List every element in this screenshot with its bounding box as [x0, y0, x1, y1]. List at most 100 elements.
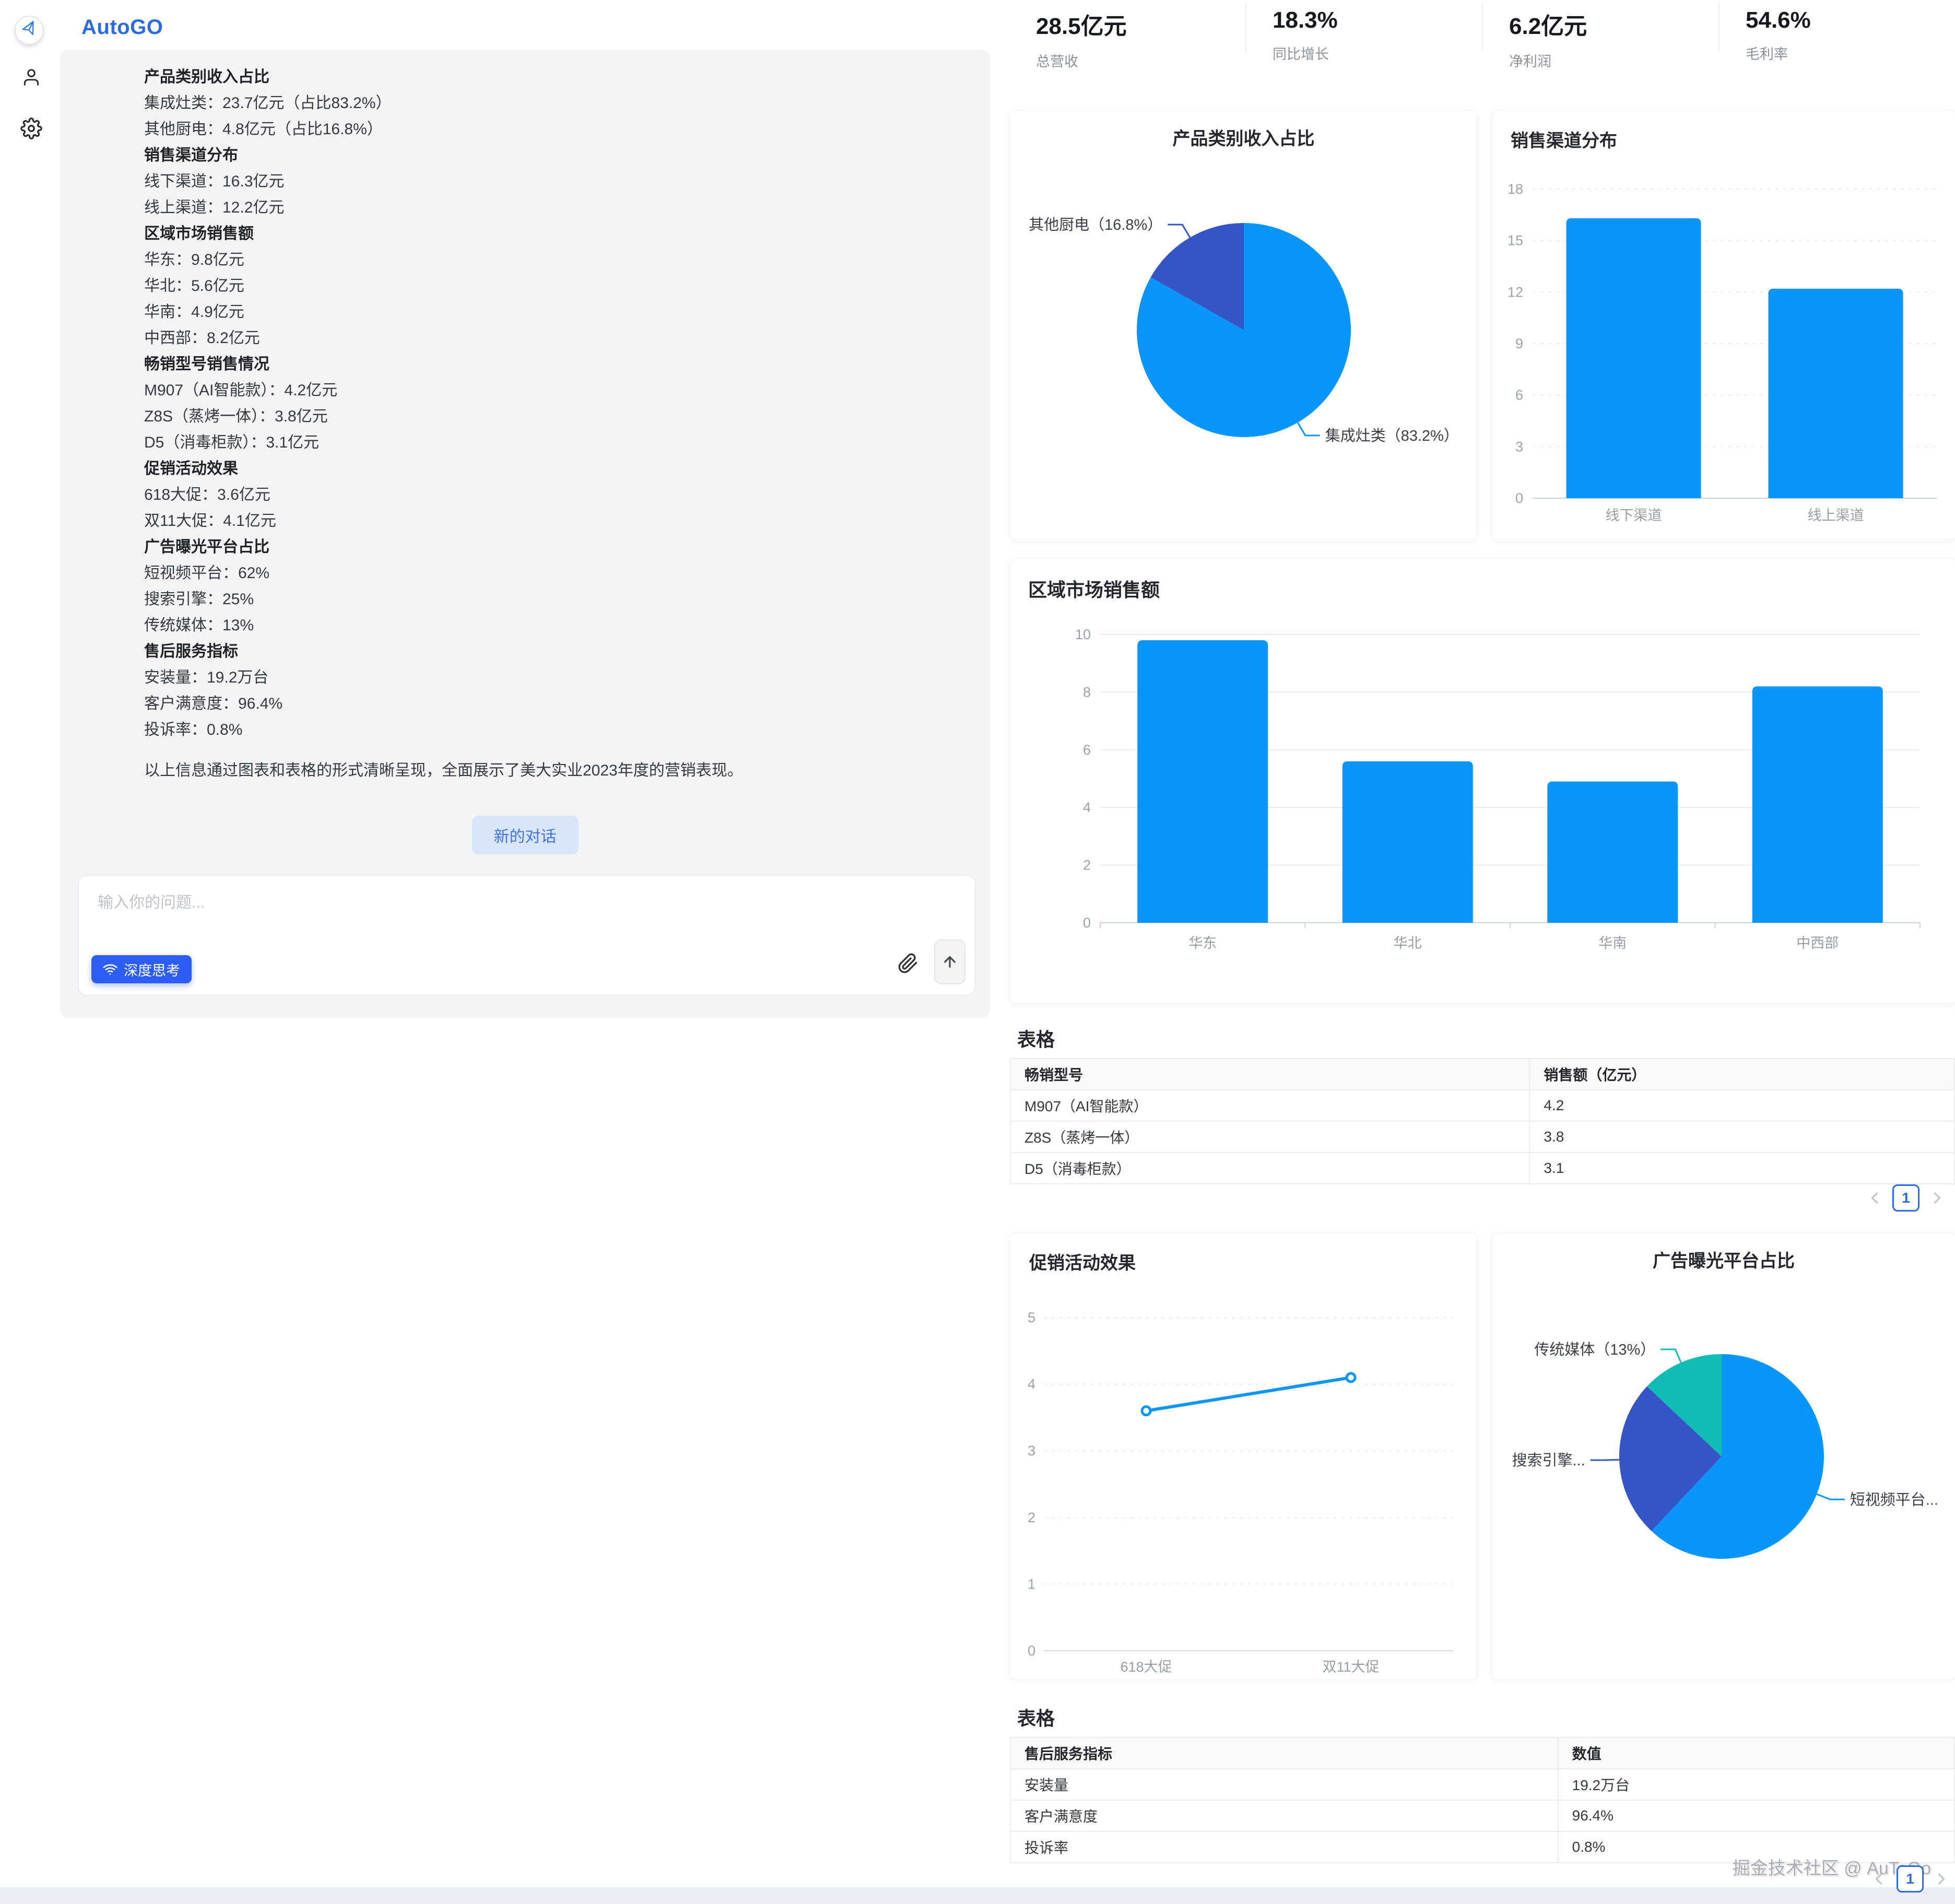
kpi-value: 28.5亿元 — [1036, 14, 1127, 39]
svg-text:4: 4 — [1083, 800, 1091, 815]
svg-text:1: 1 — [1028, 1576, 1035, 1592]
brand-title: AutoGO — [81, 16, 163, 39]
sidebar-item-settings[interactable] — [20, 117, 43, 142]
column-header: 售后服务指标 — [1010, 1737, 1558, 1769]
chat-data-line: 搜索引擎：25% — [144, 591, 254, 608]
svg-text:华北: 华北 — [1394, 935, 1422, 951]
svg-text:8: 8 — [1083, 684, 1091, 700]
kpi-label: 净利润 — [1509, 54, 1551, 69]
column-header: 销售额（亿元） — [1529, 1059, 1954, 1090]
svg-text:9: 9 — [1515, 336, 1523, 351]
table-cell: 投诉率 — [1010, 1831, 1558, 1863]
svg-text:2: 2 — [1028, 1510, 1035, 1525]
table-title: 表格 — [1017, 1029, 1055, 1050]
deep-think-label: 深度思考 — [124, 962, 180, 979]
deep-think-toggle[interactable]: 深度思考 — [91, 955, 192, 983]
kpi-label: 总营收 — [1036, 54, 1078, 69]
kpi-net-profit: 6.2亿元 净利润 — [1482, 3, 1718, 69]
table-cell: 0.8% — [1557, 1831, 1954, 1863]
paperclip-icon — [898, 951, 918, 975]
page-number-button[interactable]: 1 — [1897, 1865, 1924, 1893]
svg-text:15: 15 — [1508, 233, 1523, 249]
kpi-value: 18.3% — [1273, 7, 1338, 33]
app-logo — [15, 16, 44, 45]
svg-text:3: 3 — [1028, 1443, 1035, 1459]
chat-data-line: D5（消毒柜款）：3.1亿元 — [144, 434, 320, 451]
kpi-total-revenue: 28.5亿元 总营收 — [1010, 3, 1245, 69]
svg-text:5: 5 — [1028, 1310, 1035, 1325]
svg-text:6: 6 — [1515, 387, 1523, 403]
chat-data-line: 投诉率：0.8% — [144, 721, 243, 738]
svg-text:12: 12 — [1508, 284, 1523, 300]
region-sales-bar-chart: 0 2 4 6 8 10 华东 华北 华南 中西部 — [1075, 627, 1921, 951]
chat-message-lines: 产品类别收入占比集成灶类：23.7亿元（占比83.2%） 其他厨电：4.8亿元（占… — [144, 64, 969, 743]
kpi-yoy-growth: 18.3% 同比增长 — [1245, 3, 1482, 62]
column-header: 数值 — [1557, 1737, 1954, 1769]
chat-summary-text: 以上信息通过图表和表格的形式清晰呈现，全面展示了美大实业2023年度的营销表现。 — [144, 762, 743, 779]
table-row: D5（消毒柜款） 3.1 — [1010, 1153, 1954, 1184]
chat-section-heading: 促销活动效果 — [144, 460, 238, 477]
chart-title: 促销活动效果 — [1029, 1253, 1136, 1273]
svg-text:0: 0 — [1083, 915, 1091, 931]
chat-section-heading: 产品类别收入占比 — [144, 68, 269, 86]
chat-data-line: 传统媒体：13% — [144, 617, 254, 634]
table-cell: M907（AI智能款） — [1010, 1090, 1530, 1122]
paper-plane-icon — [22, 20, 37, 39]
svg-text:18: 18 — [1508, 181, 1523, 197]
chat-data-line: 线上渠道：12.2亿元 — [144, 199, 285, 216]
table-row: 客户满意度 96.4% — [1010, 1800, 1954, 1832]
kpi-strip: 28.5亿元 总营收 18.3% 同比增长 6.2亿元 净利润 54.6% 毛利… — [1010, 3, 1955, 69]
question-input[interactable] — [97, 888, 830, 943]
ad-platform-pie-chart: 短视频平台... 搜索引擎... 传统媒体（13%） — [1512, 1341, 1938, 1559]
after-sales-table-section: 表格 售后服务指标 数值 安装量 19.2万台 客户满意度 96.4% 投诉率 0.8% … — [1010, 1697, 1955, 1904]
chat-data-line: 中西部：8.2亿元 — [144, 330, 260, 347]
chat-panel: AutoGO 产品类别收入占比集成灶类：23.7亿元（占比83.2%） 其他厨电：… — [15, 16, 990, 1018]
svg-text:中西部: 中西部 — [1796, 935, 1839, 951]
svg-text:华南: 华南 — [1598, 935, 1627, 951]
svg-text:4: 4 — [1028, 1377, 1035, 1392]
promo-effect-line-chart: 0 1 2 3 4 5 618大促 双11大促 — [1028, 1310, 1453, 1675]
kpi-value: 6.2亿元 — [1509, 14, 1587, 39]
ad-platform-pie-card: 广告曝光平台占比 短视频平台... 搜索引擎... 传统媒体（13%） — [1491, 1232, 1955, 1680]
table-row: 投诉率 0.8% — [1010, 1831, 1954, 1863]
svg-text:0: 0 — [1028, 1643, 1035, 1659]
chart-title: 广告曝光平台占比 — [1653, 1251, 1795, 1271]
table-cell: 4.2 — [1529, 1090, 1954, 1122]
table-pagination: 1 — [1865, 1184, 1947, 1212]
table-header-row: 畅销型号 销售额（亿元） — [1010, 1059, 1954, 1090]
chat-data-line: 其他厨电：4.8亿元（占比16.8%） — [144, 121, 383, 138]
chat-data-line: 华北：5.6亿元 — [144, 277, 244, 295]
page-number-button[interactable]: 1 — [1892, 1184, 1919, 1212]
svg-text:线下渠道: 线下渠道 — [1606, 508, 1662, 523]
arrow-up-icon — [941, 954, 958, 970]
chat-data-line: 集成灶类：23.7亿元（占比83.2%） — [144, 95, 392, 112]
attach-file-button[interactable] — [896, 949, 921, 978]
prev-page-icon[interactable] — [1869, 1870, 1888, 1888]
table-row: M907（AI智能款） 4.2 — [1010, 1090, 1954, 1122]
chat-data-line: 华东：9.8亿元 — [144, 251, 244, 268]
send-button[interactable] — [934, 939, 965, 984]
table-cell: Z8S（蒸烤一体） — [1010, 1121, 1530, 1153]
user-icon — [21, 67, 41, 90]
kpi-label: 同比增长 — [1273, 46, 1329, 62]
new-chat-button[interactable]: 新的对话 — [472, 816, 579, 854]
chart-title: 区域市场销售额 — [1028, 579, 1160, 601]
chat-data-line: M907（AI智能款）：4.2亿元 — [144, 382, 338, 399]
svg-text:传统媒体（13%）: 传统媒体（13%） — [1534, 1341, 1655, 1358]
gear-icon — [20, 117, 42, 142]
chat-data-line: 安装量：19.2万台 — [144, 669, 269, 686]
svg-text:短视频平台...: 短视频平台... — [1850, 1491, 1938, 1508]
next-page-icon[interactable] — [1932, 1870, 1951, 1888]
next-page-icon[interactable] — [1928, 1189, 1947, 1207]
table-cell: 客户满意度 — [1010, 1800, 1558, 1832]
svg-text:线上渠道: 线上渠道 — [1808, 508, 1864, 523]
table-pagination: 1 — [1869, 1865, 1951, 1893]
table-row: 安装量 19.2万台 — [1010, 1769, 1954, 1801]
svg-text:集成灶类（83.2%）: 集成灶类（83.2%） — [1325, 427, 1459, 444]
table-title: 表格 — [1017, 1708, 1055, 1729]
prev-page-icon[interactable] — [1865, 1189, 1884, 1207]
chart-title: 产品类别收入占比 — [1172, 129, 1315, 149]
promo-effect-line-card: 促销活动效果 0 1 2 3 4 5 618大促 双11大促 — [1010, 1232, 1477, 1680]
kpi-value: 54.6% — [1746, 7, 1811, 33]
sidebar-item-user[interactable] — [20, 67, 43, 90]
